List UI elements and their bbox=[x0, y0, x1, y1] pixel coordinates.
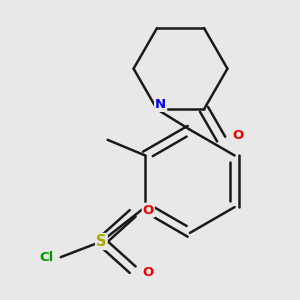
Text: O: O bbox=[143, 204, 154, 217]
Text: S: S bbox=[96, 234, 106, 249]
Text: O: O bbox=[233, 130, 244, 142]
Text: N: N bbox=[155, 98, 166, 111]
Text: O: O bbox=[143, 266, 154, 279]
Text: Cl: Cl bbox=[40, 251, 54, 264]
